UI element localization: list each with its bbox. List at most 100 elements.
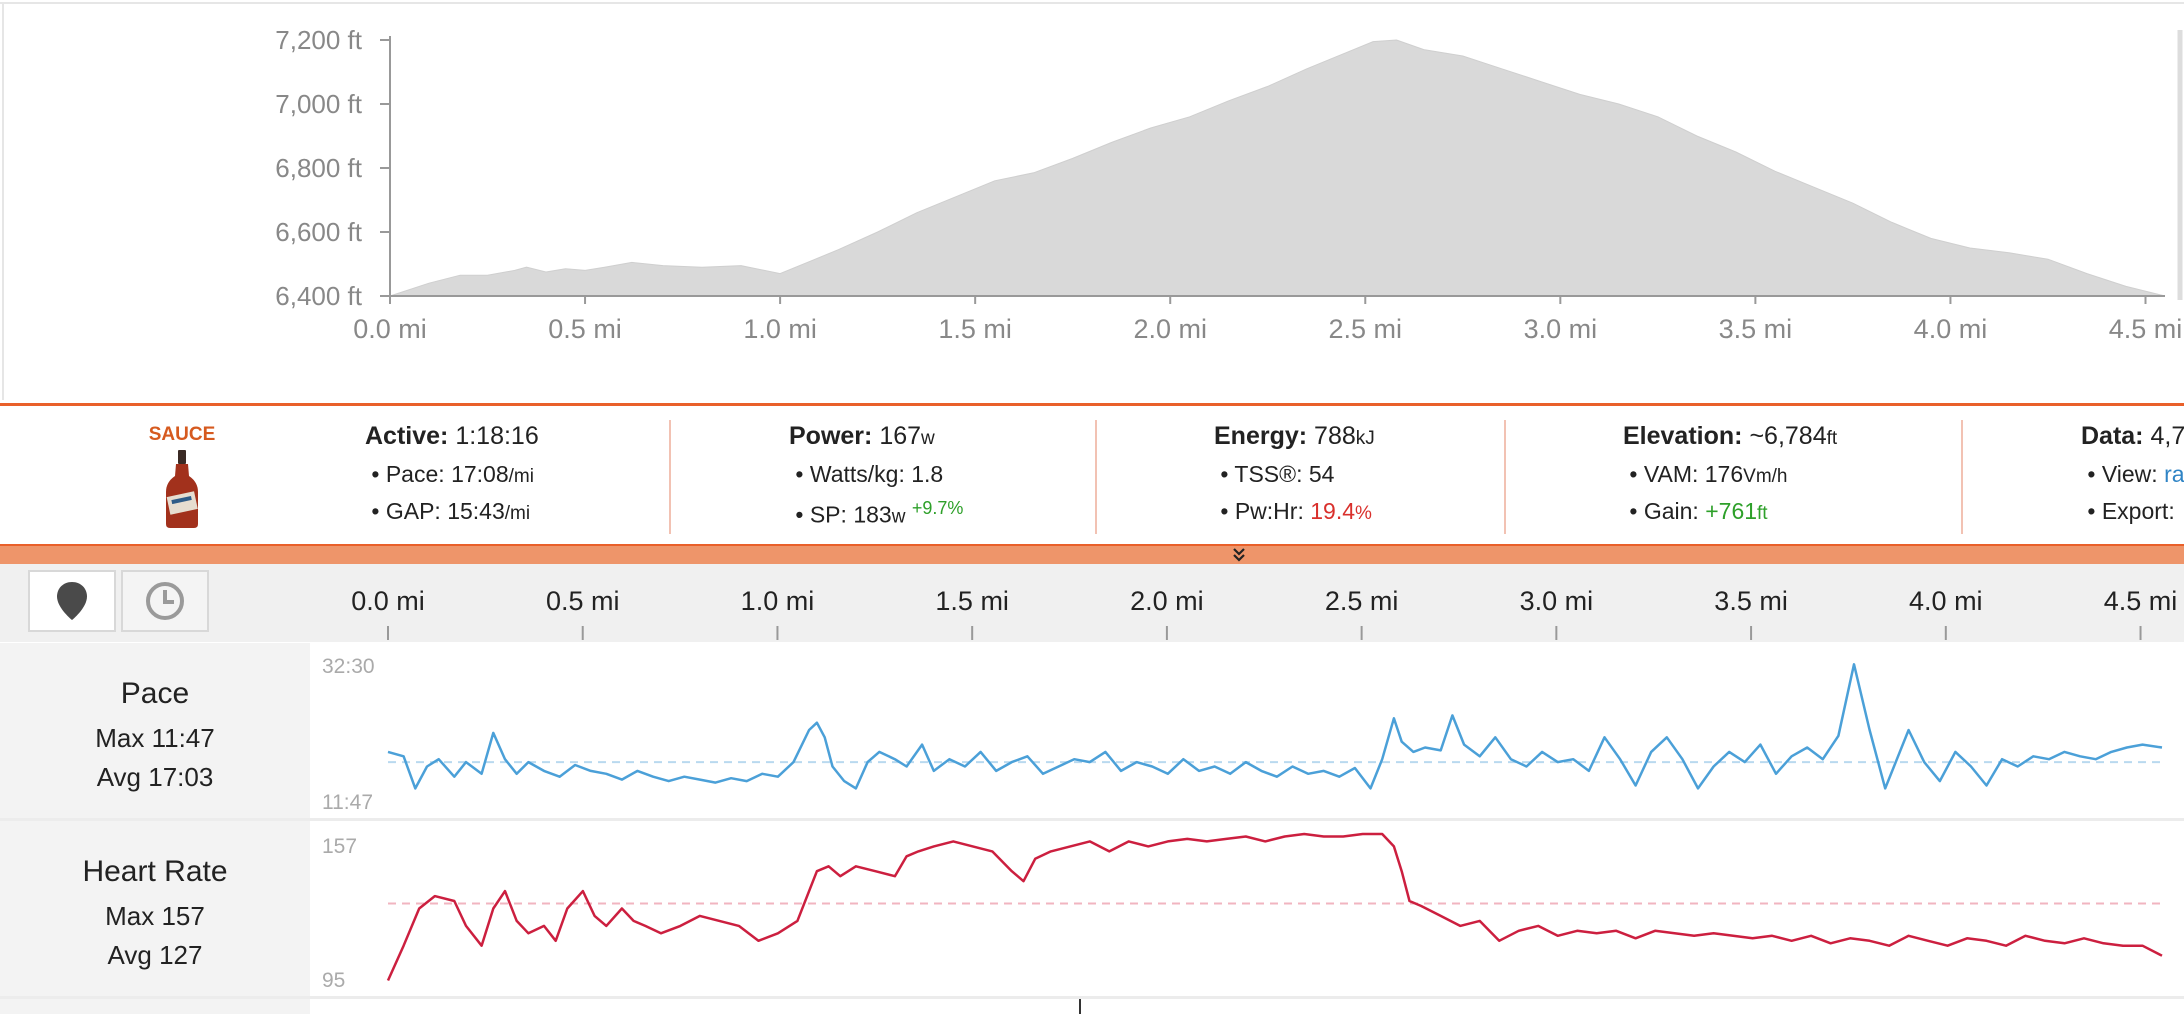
energy-label: Energy: — [1214, 422, 1308, 450]
hr-tick-top: 157 — [322, 835, 357, 858]
analysis-header — [0, 564, 2184, 642]
gap-unit: /mi — [504, 503, 531, 524]
hr-title: Heart Rate — [82, 855, 228, 888]
elevation-x-tick-label: 2.5 mi — [1329, 314, 1403, 344]
gap-label: GAP: — [385, 498, 441, 524]
analysis-x-tick-label: 2.0 mi — [1130, 586, 1204, 616]
tss-label: TSS®: — [1234, 461, 1303, 487]
bottom-label-strip — [0, 999, 310, 1014]
analysis-x-tick-label: 3.5 mi — [1714, 586, 1788, 616]
view-link[interactable]: ra — [2164, 461, 2184, 487]
pwhr-value: 19.4 — [1310, 498, 1355, 524]
pace-tick-top: 32:30 — [322, 655, 375, 678]
hr-max: Max 157 — [105, 901, 205, 931]
clock-icon — [146, 582, 184, 620]
pace-line: • Pace: 17:08/mi — [365, 461, 534, 487]
power-label: Power: — [789, 422, 873, 450]
stat-power: Power: 167w • Watts/kg: 1.8 • SP: 183w +… — [789, 422, 963, 534]
analysis-x-tick-label: 0.0 mi — [351, 586, 425, 616]
gain-line: • Gain: +761ft — [1623, 498, 1768, 524]
export-label[interactable]: Export: — [2101, 498, 2175, 524]
pace-title: Pace — [120, 677, 190, 710]
analysis-x-tick-label: 4.0 mi — [1909, 586, 1983, 616]
time-mode-button[interactable] — [121, 570, 209, 632]
elevation-area — [389, 39, 2166, 297]
sauce-logo-text: SAUCE — [148, 424, 216, 445]
vam-label: VAM: — [1643, 461, 1699, 487]
energy-value: 788 — [1314, 422, 1356, 450]
gain-value: +761 — [1705, 498, 1758, 524]
pwhr-unit: % — [1355, 503, 1372, 524]
sp-line: • SP: 183w +9.7% — [789, 498, 964, 528]
pace-unit: /mi — [508, 466, 534, 487]
active-label: Active: — [365, 422, 449, 450]
analysis-x-tick-label: 2.5 mi — [1325, 586, 1399, 616]
stats-collapse-bar[interactable] — [0, 544, 2184, 564]
analysis-x-tick-label: 4.5 mi — [2104, 586, 2178, 616]
sp-delta: +9.7% — [911, 498, 964, 518]
view-line: • View: ra — [2081, 461, 2184, 487]
hr-tick-bottom: 95 — [322, 969, 345, 992]
data-head: Data: 4,7 — [2081, 422, 2184, 451]
data-label: Data: — [2081, 422, 2144, 450]
vam-line: • VAM: 176Vm/h — [1623, 461, 1788, 487]
analysis-x-tick-label: 1.0 mi — [741, 586, 815, 616]
power-value: 167 — [879, 422, 922, 450]
hr-avg: Avg 127 — [107, 940, 203, 970]
elevation-head: Elevation: ~6,784ft — [1623, 422, 1837, 451]
elevation-x-tick-label: 1.0 mi — [743, 314, 817, 344]
gap-line: • GAP: 15:43/mi — [365, 498, 531, 524]
sp-value: 183 — [853, 501, 892, 528]
stats-separator — [1095, 420, 1097, 534]
sp-unit: w — [891, 506, 906, 528]
wkg-value: 1.8 — [911, 461, 944, 487]
row-divider — [0, 996, 2184, 999]
pwhr-line: • Pw:Hr: 19.4% — [1214, 498, 1372, 524]
heart-rate-chart[interactable]: 157 95 — [310, 821, 2184, 996]
elevation-label: Elevation: — [1623, 422, 1743, 450]
tss-line: • TSS®: 54 — [1214, 461, 1335, 487]
active-value: 1:18:16 — [455, 422, 539, 450]
view-label: View: — [2101, 461, 2158, 487]
elevation-x-tick-label: 3.5 mi — [1719, 314, 1793, 344]
pace-line — [387, 663, 2163, 790]
elevation-x-tick-label: 4.0 mi — [1914, 314, 1988, 344]
stats-separator — [1961, 420, 1963, 534]
pace-tick-bottom: 11:47 — [322, 791, 373, 814]
map-mode-button[interactable] — [28, 570, 116, 632]
stats-separator — [1504, 420, 1506, 534]
pace-value: 17:08 — [451, 461, 509, 487]
analysis-x-tick-label: 1.5 mi — [935, 586, 1009, 616]
pace-row-label[interactable]: Pace Max 11:47 Avg 17:03 — [0, 643, 310, 818]
sauce-bottle-icon — [166, 450, 198, 528]
cursor-tick — [1079, 999, 1081, 1014]
vam-unit: Vm/h — [1743, 466, 1788, 487]
elevation-y-tick-label: 6,800 ft — [275, 153, 363, 183]
sauce-logo[interactable]: SAUCE — [140, 424, 224, 534]
stat-elevation: Elevation: ~6,784ft • VAM: 176Vm/h • Gai… — [1623, 422, 1837, 534]
elevation-value: ~6,784 — [1749, 422, 1827, 450]
hr-row-label[interactable]: Heart Rate Max 157 Avg 127 — [0, 821, 310, 996]
elevation-chart: 7,200 ft 7,000 ft 6,800 ft 6,600 ft 6,400 ft… — [0, 2, 2184, 400]
elevation-x-tick-label: 3.0 mi — [1524, 314, 1598, 344]
gain-unit: ft — [1757, 503, 1768, 524]
chevrons-down-icon[interactable] — [1232, 547, 1246, 563]
export-line: • Export: — [2081, 498, 2175, 524]
pace-avg: Avg 17:03 — [96, 762, 214, 792]
elevation-y-tick-label: 6,400 ft — [275, 281, 363, 311]
elevation-y-tick-label: 6,600 ft — [275, 217, 363, 247]
analysis-x-tick-label: 3.0 mi — [1520, 586, 1594, 616]
stat-energy: Energy: 788kJ • TSS®: 54 • Pw:Hr: 19.4% — [1214, 422, 1375, 534]
tss-value: 54 — [1308, 461, 1335, 487]
stats-top-border — [0, 403, 2184, 406]
pace-chart[interactable]: 32:30 11:47 — [310, 643, 2184, 818]
pace-label: Pace: — [385, 461, 445, 487]
gap-value: 15:43 — [447, 498, 505, 524]
stats-separator — [669, 420, 671, 534]
map-pin-icon — [57, 582, 87, 620]
elevation-y-tick-label: 7,000 ft — [275, 89, 363, 119]
elevation-axes: 7,200 ft 7,000 ft 6,800 ft 6,600 ft 6,400 ft… — [275, 25, 2182, 344]
analysis-x-tick-label: 0.5 mi — [546, 586, 620, 616]
active-head: Active: 1:18:16 — [365, 422, 539, 451]
